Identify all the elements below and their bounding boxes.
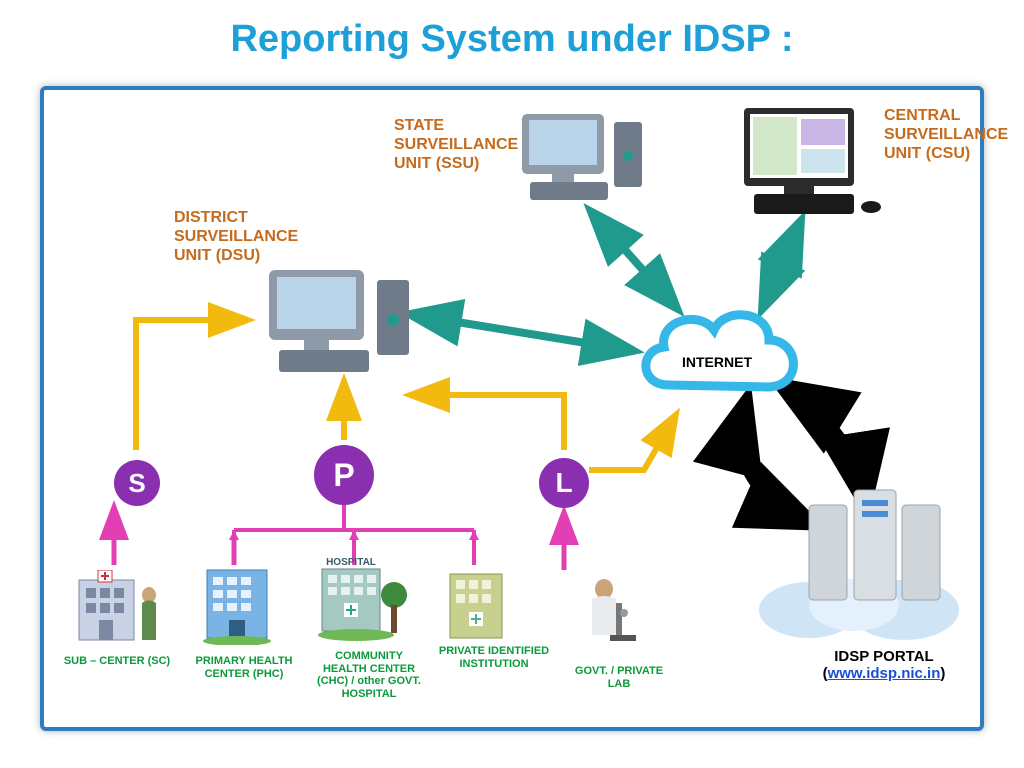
lab-icon bbox=[574, 573, 649, 653]
dsu-label: DISTRICTSURVEILLANCEUNIT (DSU) bbox=[174, 208, 298, 266]
svg-text:HOSPITAL: HOSPITAL bbox=[326, 557, 376, 568]
circle-l: L bbox=[539, 458, 589, 508]
ssu-computer-icon bbox=[514, 110, 654, 215]
portal-url[interactable]: www.idsp.nic.in bbox=[828, 665, 941, 682]
internet-label: INTERNET bbox=[682, 354, 752, 370]
server-cloud-icon bbox=[754, 475, 964, 645]
circle-s: S bbox=[114, 460, 160, 506]
csu-computer-icon bbox=[739, 105, 889, 225]
lbl-chc: COMMUNITYHEALTH CENTER(CHC) / other GOVT… bbox=[304, 650, 434, 701]
building-private-icon bbox=[442, 570, 517, 645]
lbl-sc: SUB – CENTER (SC) bbox=[62, 655, 172, 668]
building-chc-icon: HOSPITAL bbox=[316, 555, 411, 645]
dsu-computer-icon bbox=[259, 265, 419, 385]
circle-p: P bbox=[314, 445, 374, 505]
page-title: Reporting System under IDSP : bbox=[0, 18, 1024, 61]
title-text: Reporting System under IDSP : bbox=[230, 18, 793, 60]
csu-label: CENTRALSURVEILLANCEUNIT (CSU) bbox=[884, 106, 1008, 164]
lbl-lab: GOVT. / PRIVATELAB bbox=[564, 665, 674, 690]
lbl-private: PRIVATE IDENTIFIEDINSTITUTION bbox=[434, 645, 554, 670]
diagram-frame: INTERNET bbox=[40, 86, 984, 731]
portal-label: IDSP PORTAL (www.idsp.nic.in) bbox=[799, 648, 969, 682]
building-sc-icon bbox=[74, 570, 169, 650]
ssu-label: STATESURVEILLANCEUNIT (SSU) bbox=[394, 116, 518, 174]
building-phc-icon bbox=[199, 565, 279, 645]
lbl-phc: PRIMARY HEALTHCENTER (PHC) bbox=[184, 655, 304, 680]
internet-cloud: INTERNET bbox=[629, 295, 809, 425]
